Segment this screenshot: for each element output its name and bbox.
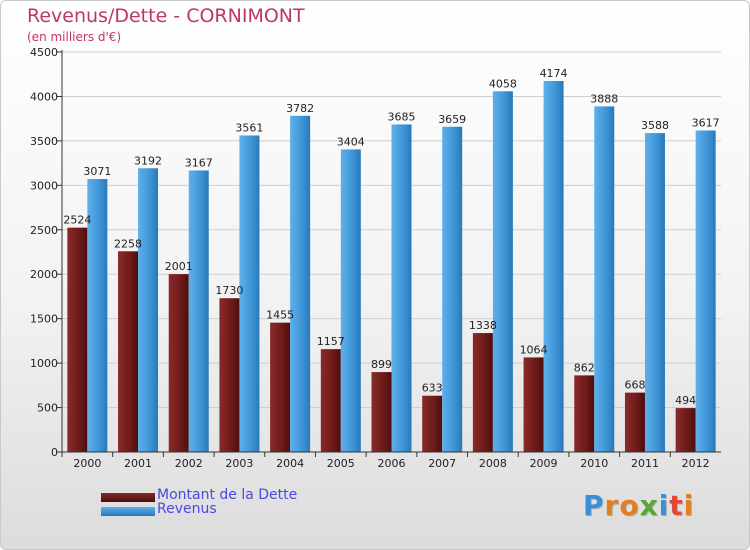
bar-dette bbox=[523, 357, 544, 452]
data-label-revenus: 3071 bbox=[83, 165, 111, 178]
data-label-revenus: 3888 bbox=[590, 92, 618, 105]
data-label-revenus: 3192 bbox=[134, 154, 162, 167]
bar-revenus bbox=[138, 168, 159, 452]
x-tick-label: 2008 bbox=[479, 457, 507, 470]
data-label-dette: 1455 bbox=[266, 309, 294, 322]
x-tick-label: 2005 bbox=[327, 457, 355, 470]
data-label-revenus: 3685 bbox=[388, 110, 416, 123]
bar-revenus bbox=[442, 126, 463, 452]
data-label-dette: 2524 bbox=[63, 214, 91, 227]
data-label-revenus: 3782 bbox=[286, 102, 314, 115]
bar-revenus bbox=[695, 130, 716, 452]
legend-label-revenus: Revenus bbox=[157, 501, 217, 517]
bar-dette bbox=[118, 251, 139, 452]
data-label-dette: 2258 bbox=[114, 237, 142, 250]
data-label-dette: 633 bbox=[422, 382, 443, 395]
logo-letter: r bbox=[604, 489, 620, 522]
data-label-dette: 1157 bbox=[317, 335, 345, 348]
legend-swatch-revenus bbox=[101, 507, 155, 516]
x-tick-label: 2011 bbox=[631, 457, 659, 470]
x-tick-label: 2010 bbox=[580, 457, 608, 470]
y-tick-label: 4500 bbox=[30, 46, 58, 59]
data-label-revenus: 3617 bbox=[692, 116, 720, 129]
data-label-dette: 1730 bbox=[215, 284, 243, 297]
logo-letter: i bbox=[683, 489, 695, 522]
data-label-dette: 899 bbox=[371, 358, 392, 371]
x-tick-label: 2009 bbox=[530, 457, 558, 470]
y-tick-label: 1500 bbox=[30, 313, 58, 326]
bar-revenus bbox=[340, 149, 361, 452]
y-tick-label: 0 bbox=[51, 446, 58, 459]
y-tick-label: 500 bbox=[37, 402, 58, 415]
bar-revenus bbox=[87, 179, 108, 452]
x-tick-label: 2001 bbox=[124, 457, 152, 470]
x-tick-label: 2003 bbox=[225, 457, 253, 470]
data-label-dette: 494 bbox=[675, 394, 696, 407]
bar-revenus bbox=[492, 91, 513, 453]
bar-revenus bbox=[188, 170, 209, 452]
logo-letter: x bbox=[639, 489, 659, 522]
bar-revenus bbox=[239, 135, 260, 452]
x-tick-label: 2007 bbox=[428, 457, 456, 470]
bar-dette bbox=[320, 349, 341, 452]
bar-dette bbox=[371, 372, 392, 452]
bar-dette bbox=[270, 322, 291, 452]
chart-subtitle: (en milliers d'€) bbox=[27, 30, 122, 44]
bar-dette bbox=[624, 392, 645, 452]
legend-swatch-dette bbox=[101, 493, 155, 502]
data-label-dette: 668 bbox=[624, 379, 645, 392]
bar-dette bbox=[422, 395, 443, 452]
bar-dette bbox=[219, 298, 240, 452]
legend-label-dette: Montant de la Dette bbox=[157, 487, 298, 503]
y-tick-label: 2500 bbox=[30, 224, 58, 237]
data-label-revenus: 3167 bbox=[185, 156, 213, 169]
logo-letter: i bbox=[658, 489, 670, 522]
logo-letter: t bbox=[669, 489, 684, 522]
bar-dette bbox=[675, 408, 696, 452]
bar-dette bbox=[168, 274, 189, 452]
data-label-revenus: 3404 bbox=[337, 135, 365, 148]
x-tick-label: 2000 bbox=[73, 457, 101, 470]
bar-dette bbox=[472, 333, 493, 452]
data-label-revenus: 3588 bbox=[641, 119, 669, 132]
bar-revenus bbox=[290, 115, 311, 453]
y-tick-label: 1000 bbox=[30, 357, 58, 370]
data-label-revenus: 4058 bbox=[489, 77, 517, 90]
data-label-revenus: 3561 bbox=[235, 121, 263, 134]
bar-revenus bbox=[391, 124, 412, 452]
x-tick-label: 2002 bbox=[175, 457, 203, 470]
data-label-dette: 862 bbox=[574, 361, 595, 374]
chart-title: Revenus/Dette - CORNIMONT bbox=[27, 5, 305, 27]
data-label-revenus: 3659 bbox=[438, 113, 466, 126]
logo-letter: o bbox=[619, 489, 640, 522]
data-label-dette: 1064 bbox=[520, 343, 548, 356]
bar-dette bbox=[574, 375, 595, 452]
x-tick-label: 2012 bbox=[682, 457, 710, 470]
data-label-revenus: 4174 bbox=[540, 67, 568, 80]
y-tick-label: 4000 bbox=[30, 90, 58, 103]
x-tick-label: 2006 bbox=[378, 457, 406, 470]
bar-revenus bbox=[644, 133, 665, 453]
data-label-dette: 1338 bbox=[469, 319, 497, 332]
y-tick-label: 3500 bbox=[30, 135, 58, 148]
bar-revenus bbox=[594, 106, 615, 453]
proxiti-logo: Proxiti bbox=[583, 489, 694, 522]
y-tick-label: 3000 bbox=[30, 179, 58, 192]
bar-dette bbox=[67, 227, 88, 452]
data-label-dette: 2001 bbox=[165, 260, 193, 273]
logo-letter: P bbox=[583, 489, 605, 522]
bar-revenus bbox=[543, 80, 564, 452]
y-tick-label: 2000 bbox=[30, 268, 58, 281]
x-tick-label: 2004 bbox=[276, 457, 304, 470]
